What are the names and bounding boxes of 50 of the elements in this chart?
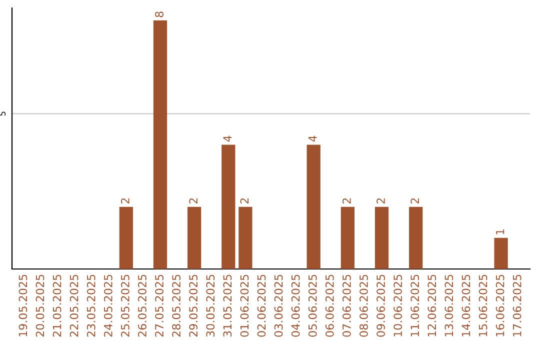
bar xyxy=(238,206,252,269)
x-tick-label: 06.06.2025 xyxy=(325,274,334,337)
x-tick-label: 08.06.2025 xyxy=(360,274,368,337)
bar xyxy=(409,206,423,269)
bar xyxy=(188,206,202,269)
bar xyxy=(119,206,133,269)
bar xyxy=(374,206,389,269)
x-tick-label: 28.05.2025 xyxy=(172,274,181,337)
data-label: 2 xyxy=(189,198,198,204)
x-tick-label: 16.06.2025 xyxy=(496,274,504,336)
x-tick-label: 13.06.2025 xyxy=(444,274,454,336)
x-tick-label: 19.05.2025 xyxy=(18,274,28,336)
x-tick-label: 27.05.2025 xyxy=(155,274,164,337)
x-tick-label: 10.06.2025 xyxy=(394,274,402,336)
x-tick-label: 17.06.2025 xyxy=(512,274,522,336)
x-tick-label: 22.05.2025 xyxy=(70,274,78,337)
x-tick-label: 02.06.2025 xyxy=(257,274,266,337)
data-label: 1 xyxy=(496,229,504,234)
data-label: 4 xyxy=(308,136,317,142)
x-tick-label: 03.06.2025 xyxy=(274,274,283,337)
data-label: 2 xyxy=(376,198,385,204)
bar xyxy=(340,206,354,269)
x-tick-label: 20.05.2025 xyxy=(36,274,44,337)
x-tick-label: 05.06.2025 xyxy=(308,274,317,337)
x-tick-label: 14.06.2025 xyxy=(462,274,470,336)
x-tick-label: 21.05.2025 xyxy=(52,274,62,337)
x-tick-label: 11.06.2025 xyxy=(410,274,420,336)
data-label: 2 xyxy=(410,198,419,204)
data-label: 4 xyxy=(223,136,232,142)
x-tick-label: 29.05.2025 xyxy=(189,274,198,337)
data-label: 2 xyxy=(342,198,351,204)
bar xyxy=(222,144,236,269)
bar xyxy=(153,20,168,269)
x-tick-label: 23.05.2025 xyxy=(86,274,96,337)
x-tick-label: 30.05.2025 xyxy=(206,274,215,337)
data-label: 2 xyxy=(240,198,249,204)
x-tick-label: 31.05.2025 xyxy=(223,274,232,337)
x-tick-label: 15.06.2025 xyxy=(478,274,488,336)
x-tick-label: 07.06.2025 xyxy=(342,274,351,337)
x-tick-label: 12.06.2025 xyxy=(428,274,436,336)
data-label: 2 xyxy=(120,198,130,204)
x-tick-label: 24.05.2025 xyxy=(104,274,112,337)
x-tick-label: 04.06.2025 xyxy=(291,274,300,337)
bar xyxy=(494,238,508,269)
x-tick-label: 25.05.2025 xyxy=(120,274,130,337)
x-tick-label: 01.06.2025 xyxy=(240,274,249,337)
data-label: 8 xyxy=(155,12,164,18)
x-tick-label: 09.06.2025 xyxy=(376,274,385,337)
bar xyxy=(306,144,320,269)
x-tick-label: 26.05.2025 xyxy=(138,274,146,337)
